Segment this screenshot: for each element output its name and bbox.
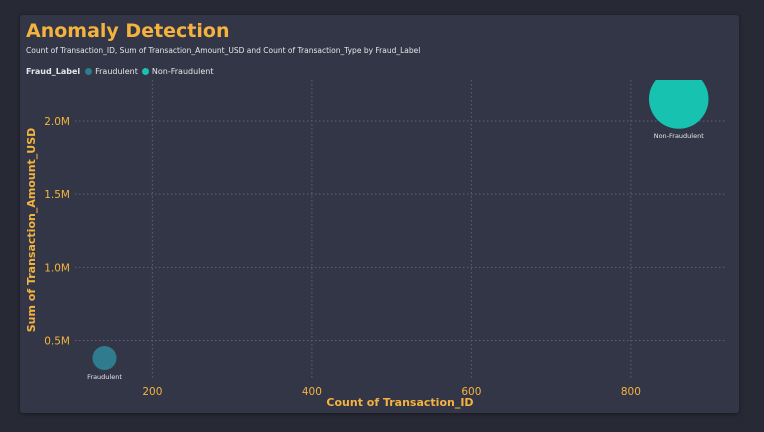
scatter-plot: 200 400 600 800 0.5M 1.0M 1.5M 2.0M Fraudulent N… [25, 69, 725, 409]
y-tick-label: 2.0M [44, 116, 70, 128]
legend-item-fraudulent[interactable]: Fraudulent [85, 67, 138, 76]
point-label-non-fraudulent: Non-Fraudulent [654, 132, 705, 140]
x-tick-label: 600 [461, 386, 481, 398]
legend-title: Fraud_Label [26, 66, 81, 76]
y-tick-label: 1.0M [44, 262, 70, 274]
point-label-fraudulent: Fraudulent [87, 373, 122, 381]
bubble-non-fraudulent[interactable] [648, 69, 709, 129]
x-tick-label: 400 [302, 386, 322, 398]
chart-card: Anomaly Detection Count of Transaction_I… [20, 15, 739, 413]
tick-labels: 200 400 600 800 0.5M 1.0M 1.5M 2.0M [44, 116, 641, 398]
point-labels: Fraudulent Non-Fraudulent [87, 132, 704, 381]
legend-dot-non-fraudulent [141, 67, 149, 75]
legend: Fraud_Label Fraudulent Non-Fraudulent [26, 65, 218, 77]
legend-label-fraudulent: Fraudulent [95, 66, 138, 76]
x-tick-label: 800 [621, 386, 641, 398]
legend-item-non-fraudulent[interactable]: Non-Fraudulent [141, 66, 214, 76]
legend-dot-fraudulent [85, 67, 93, 75]
bubble-fraudulent[interactable] [92, 346, 117, 371]
gridlines [75, 80, 725, 380]
y-tick-label: 1.5M [44, 189, 70, 201]
y-tick-label: 0.5M [44, 335, 70, 347]
y-axis-title: Sum of Transaction_Amount_USD [25, 128, 38, 333]
chart-subtitle: Count of Transaction_ID, Sum of Transact… [26, 46, 421, 55]
legend-label-non-fraudulent: Non-Fraudulent [151, 66, 214, 76]
x-axis-title: Count of Transaction_ID [326, 396, 473, 409]
data-points [92, 69, 709, 371]
chart-title: Anomaly Detection [26, 20, 230, 42]
x-tick-label: 200 [142, 386, 162, 398]
